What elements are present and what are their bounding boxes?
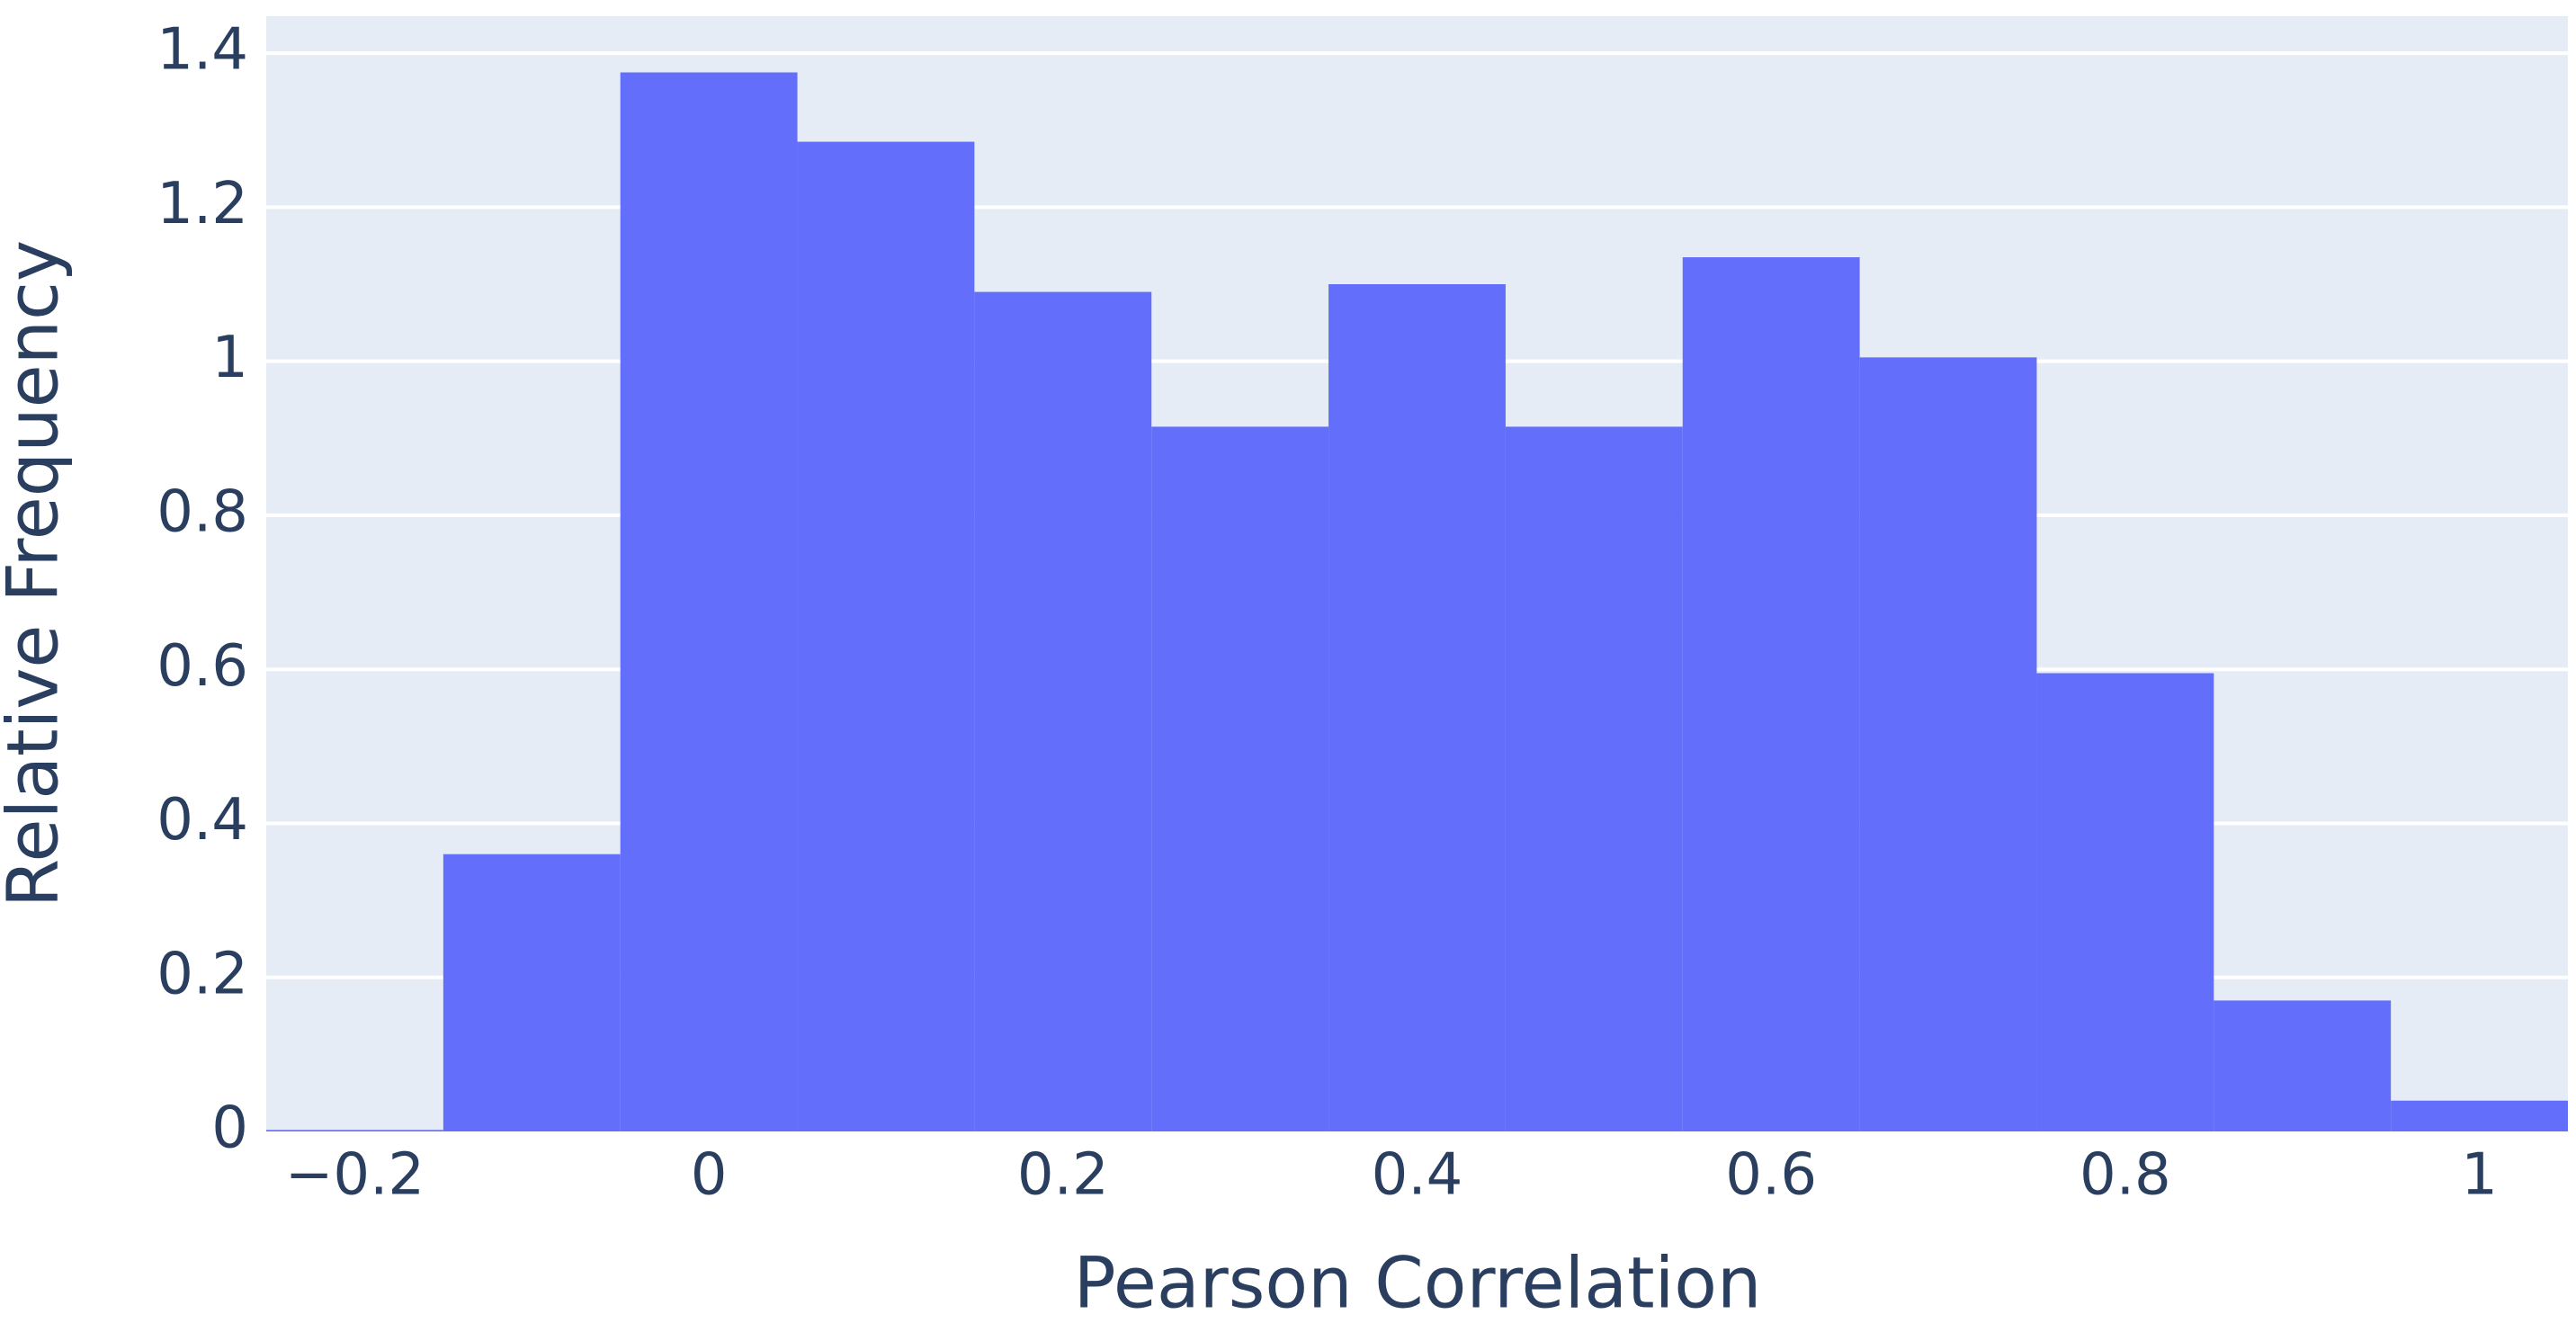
x-tick-label: 0.2 xyxy=(1017,1142,1109,1209)
bar xyxy=(443,854,621,1131)
x-tick-label: 0 xyxy=(691,1142,728,1209)
y-tick-label: 0 xyxy=(211,1095,248,1162)
bar xyxy=(1682,257,1860,1131)
y-tick-label: 1.4 xyxy=(157,17,248,84)
y-tick-label: 0.2 xyxy=(157,941,248,1007)
bar xyxy=(2391,1100,2568,1131)
bar xyxy=(2036,673,2214,1131)
bar xyxy=(1859,357,2037,1132)
y-tick-label: 0.8 xyxy=(157,478,248,545)
bar xyxy=(266,1130,443,1131)
y-tick-label: 0.4 xyxy=(157,787,248,854)
bar xyxy=(1328,284,1506,1131)
bar xyxy=(620,72,798,1132)
bar xyxy=(974,291,1152,1131)
y-axis-title: Relative Frequency xyxy=(0,240,74,907)
bar xyxy=(2214,1000,2392,1131)
x-tick-label: 1 xyxy=(2461,1142,2498,1209)
x-tick-label: 0.8 xyxy=(2080,1142,2171,1209)
bar xyxy=(1151,426,1329,1131)
x-tick-label: 0.6 xyxy=(1725,1142,1817,1209)
x-axis-title: Pearson Correlation xyxy=(1074,1243,1762,1324)
bar xyxy=(1505,426,1683,1131)
y-tick-label: 1 xyxy=(211,325,248,391)
y-tick-label: 1.2 xyxy=(157,171,248,237)
x-tick-label: −0.2 xyxy=(285,1142,425,1209)
bar xyxy=(797,141,975,1131)
y-tick-label: 0.6 xyxy=(157,633,248,700)
x-tick-label: 0.4 xyxy=(1372,1142,1463,1209)
